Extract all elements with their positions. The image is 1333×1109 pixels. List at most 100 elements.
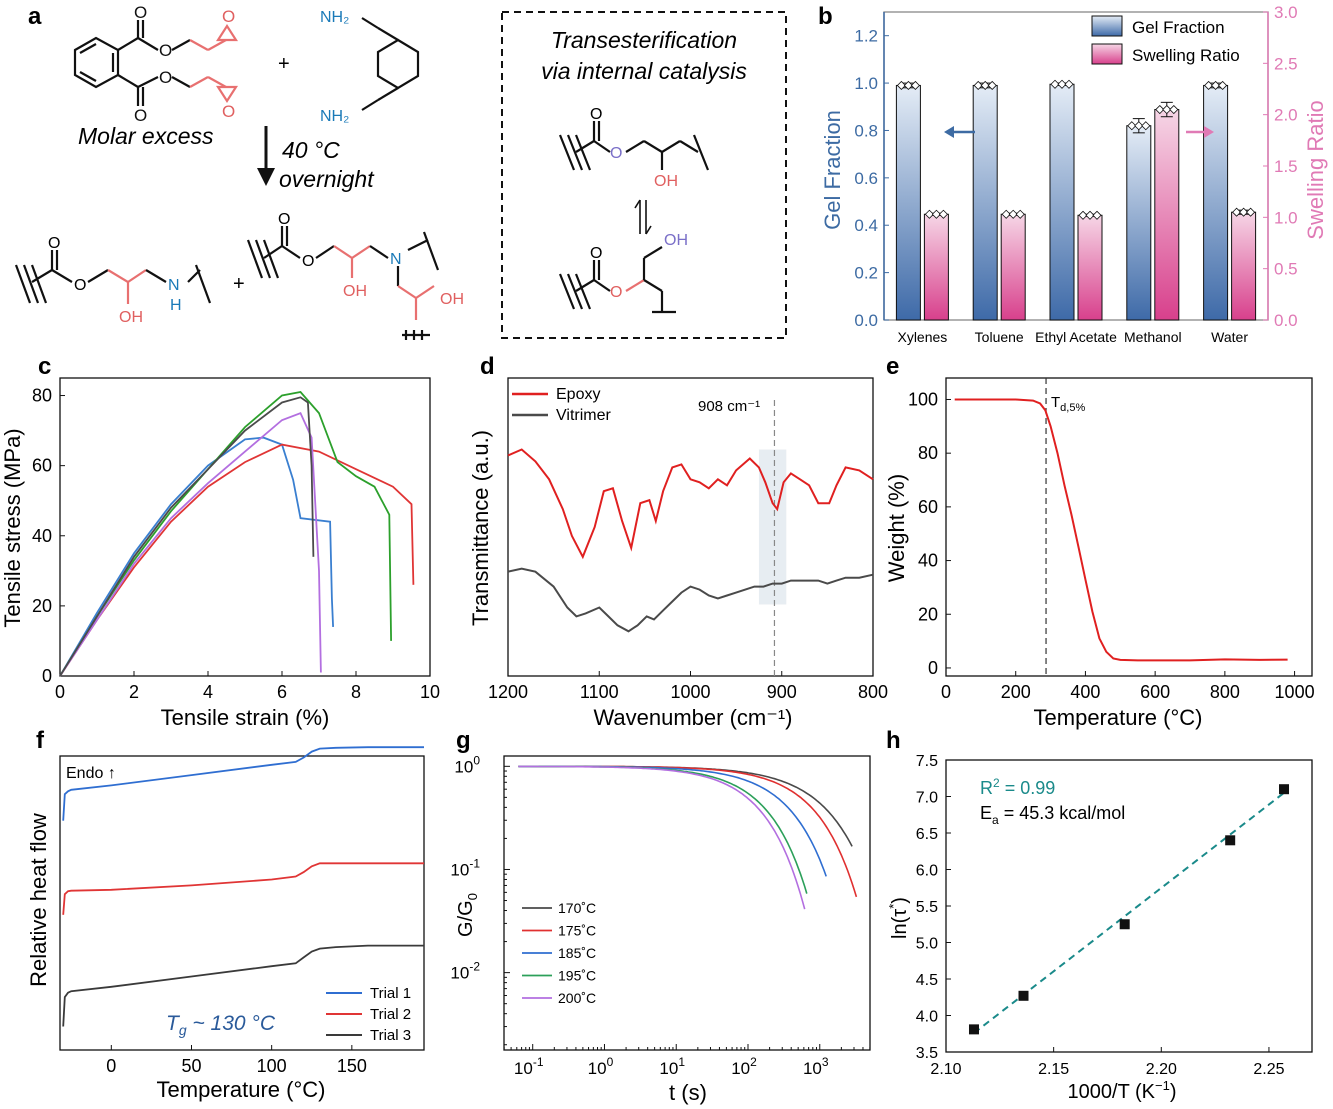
condition-time: overnight xyxy=(279,166,375,192)
plot-frame xyxy=(59,755,425,1051)
panel-b: b 0.0 0.2 0.4 0.6 0.8 1.0 1.2 0.0 0.5 1.0 1.5 2.0 2.… xyxy=(818,3,1328,345)
data-point xyxy=(1141,121,1151,131)
data-point xyxy=(1225,835,1236,846)
atom-o: O xyxy=(610,145,622,162)
x-tick-label: 800 xyxy=(858,682,888,702)
y2-tick-label: 0.5 xyxy=(1274,260,1298,279)
r-squared-label: R2 = 0.99 xyxy=(980,776,1055,798)
legend-label: 195˚C xyxy=(558,968,596,984)
series-line xyxy=(59,443,415,677)
bar-swelling-ratio xyxy=(1077,214,1103,321)
y-tick-label: 60 xyxy=(32,456,52,476)
plus-sign: + xyxy=(278,53,290,75)
data-point xyxy=(1008,209,1018,219)
hydroxyl-group: OH xyxy=(440,291,464,308)
tensile-plot: 0 2 4 6 8 10 0 20 40 60 80 xyxy=(32,377,440,702)
y-tick-label: 1.2 xyxy=(854,27,878,46)
axis-title-y: Tensile stress (MPa) xyxy=(0,428,25,627)
y-tick-label: 0.4 xyxy=(854,216,878,235)
panel-g: g 10-1 100 101 102 103 100 10-1 10-2 t (s) G/G0… xyxy=(450,727,871,1105)
atom-o: O xyxy=(222,7,235,26)
x-tick-label: 4 xyxy=(203,682,213,702)
x-tick-label: 0 xyxy=(941,682,951,702)
y-tick-label: 80 xyxy=(918,443,938,463)
bar-swelling-ratio xyxy=(1154,109,1180,321)
axis-title-y: Weight (%) xyxy=(884,474,909,582)
series-line xyxy=(59,436,334,677)
axis-title-x: Temperature (°C) xyxy=(1034,705,1203,730)
x-tick-label: 800 xyxy=(1210,682,1240,702)
legend: Gel Fraction Swelling Ratio xyxy=(1091,15,1240,65)
activation-energy-label: Ea = 45.3 kcal/mol xyxy=(980,803,1125,827)
y2-tick-label: 1.0 xyxy=(1274,208,1298,227)
data-point xyxy=(1162,104,1172,115)
legend-label-trial-3: Trial 3 xyxy=(370,1027,411,1044)
bar-swelling-ratio xyxy=(923,213,949,321)
data-point xyxy=(1064,79,1074,89)
panel-label-d: d xyxy=(480,353,495,380)
y-tick-label: 60 xyxy=(918,497,938,517)
data-point xyxy=(1232,207,1242,217)
series-line xyxy=(518,765,806,910)
transesterification-box xyxy=(501,11,787,339)
data-point xyxy=(1119,919,1130,930)
atom-o: O xyxy=(134,106,147,125)
atom-o: O xyxy=(159,41,172,60)
legend-label: 185˚C xyxy=(558,945,596,961)
panel-c: c 0 2 4 6 8 10 0 20 40 60 80 Tensile strain (%) Te… xyxy=(0,353,440,730)
data-point xyxy=(903,80,913,91)
legend-label-trial-1: Trial 1 xyxy=(370,985,411,1002)
x-tick-label: 2 xyxy=(129,682,139,702)
series-line xyxy=(518,765,853,847)
series-line xyxy=(59,411,322,677)
y-tick-label: 5.0 xyxy=(916,936,938,953)
plus-sign: + xyxy=(233,273,245,295)
legend-label-swelling: Swelling Ratio xyxy=(1132,46,1240,65)
y-tick-label: 5.5 xyxy=(916,899,938,916)
y-tick-label: 0 xyxy=(42,666,52,686)
series-line xyxy=(954,398,1288,662)
box-structure-top xyxy=(558,121,710,171)
x-tick-label: Toluene xyxy=(975,329,1024,345)
y-tick-label: 6.5 xyxy=(916,826,938,843)
data-point xyxy=(987,80,997,91)
legend: 170˚C 175˚C 185˚C 195˚C 200˚C xyxy=(522,900,596,1006)
y-tick-label: 0.2 xyxy=(854,264,878,283)
amine-group: NH₂ xyxy=(320,108,349,125)
y2-tick-label: 3.0 xyxy=(1274,3,1298,22)
x-tick-label: 100 xyxy=(588,1055,614,1078)
arrow-right-axis-head xyxy=(1204,126,1214,138)
legend: Epoxy Vitrimer xyxy=(512,386,611,424)
atom-o: O xyxy=(74,277,86,294)
box-title-line1: Transesterification xyxy=(551,27,737,53)
panel-a: a O O O O O O Molar excess + xyxy=(14,3,787,340)
x-tick-label: 150 xyxy=(337,1056,367,1076)
x-tick-label: 102 xyxy=(731,1055,757,1078)
panel-label-b: b xyxy=(818,3,833,30)
diglycidyl-phthalate-structure xyxy=(73,20,239,106)
data-point xyxy=(1169,104,1179,115)
data-point xyxy=(896,80,906,91)
y2-tick-label: 2.5 xyxy=(1274,54,1298,73)
data-point xyxy=(1001,209,1011,219)
diamine-structure xyxy=(361,17,420,111)
data-point xyxy=(1127,121,1137,131)
axis-title-y: ln(τ*) xyxy=(886,897,911,939)
y-tick-label: 7.5 xyxy=(916,753,938,770)
panel-d: d 1200 1100 1000 900 800 Wavenumber (cm⁻¹) T… xyxy=(468,353,888,730)
panel-label-e: e xyxy=(886,353,899,380)
data-point xyxy=(1092,210,1102,220)
axis-title-y: Relative heat flow xyxy=(26,813,51,987)
x-tick-label: Methanol xyxy=(1124,329,1182,345)
x-tick-label: 2.25 xyxy=(1253,1061,1284,1078)
ftir-plot: 1200 1100 1000 900 800 xyxy=(488,377,888,702)
data-point xyxy=(973,80,983,91)
atom-h: H xyxy=(170,297,182,314)
y-tick-label: 7.0 xyxy=(916,790,938,807)
atom-o: O xyxy=(159,68,172,87)
annotation-tg: Tg ~ 130 °C xyxy=(166,1012,276,1038)
reaction-arrow xyxy=(257,126,275,186)
stress-relaxation-plot: 10-1 100 101 102 103 100 10-1 10-2 xyxy=(450,753,871,1078)
atom-o: O xyxy=(590,106,602,123)
atom-n: N xyxy=(168,277,180,294)
